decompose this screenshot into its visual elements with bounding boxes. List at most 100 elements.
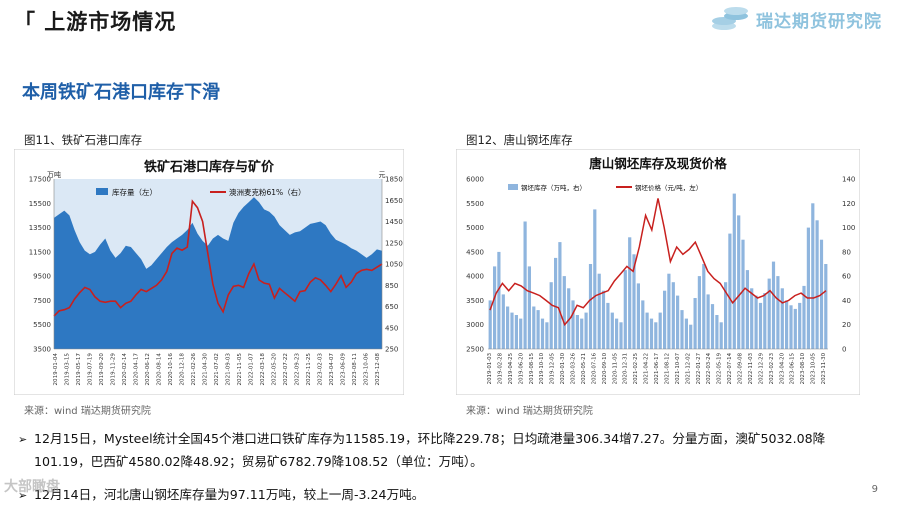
chart1-xtick: 2022-11-25 [306, 353, 312, 386]
chart2-inventory-bar [527, 266, 531, 349]
chart2-xtick: 2021-04-22 [644, 353, 650, 384]
chart1-xtick: 2020-08-14 [157, 353, 163, 386]
chart1-ytick-right: 1050 [385, 261, 403, 269]
bullet-2: ➢ 12月14日，河北唐山钢坯库存量为97.11万吨，较上一周-3.24万吨。 [18, 484, 424, 507]
chart2-inventory-bar [745, 270, 749, 349]
chart2-xtick: 2022-07-14 [727, 352, 733, 384]
chart2-ytick-left: 3500 [466, 297, 484, 305]
chart2-inventory-bar [493, 266, 497, 349]
chart2-xtick: 2020-07-16 [591, 352, 597, 384]
chart2-inventory-bar [606, 302, 610, 349]
chart1-xtick: 2020-02-14 [122, 353, 128, 386]
tangshan-billet-chart: 唐山钢坯库存及现货价格 6000 5500 5000 4500 4000 3500 3000 2… [456, 149, 860, 395]
chart2-inventory-bar [523, 221, 527, 349]
chart2-inventory-bar [789, 305, 793, 349]
chart2-inventory-bar [584, 312, 588, 349]
bullet-1: ➢ 12月15日，Mysteel统计全国45个港口进口铁矿库存为11585.19，… [18, 428, 825, 473]
chart1-xtick: 2020-12-18 [180, 353, 186, 386]
chart2-inventory-bar [645, 312, 649, 349]
chart1-ytick-right: 650 [385, 303, 398, 311]
fig2-source: 来源：wind 瑞达期货研究院 [466, 406, 593, 417]
fig1-caption: 图11、铁矿石港口库存 [24, 133, 143, 147]
chart2-inventory-bar [663, 290, 667, 349]
chart2-inventory-bar [575, 315, 579, 349]
chart2-inventory-bar [540, 318, 545, 349]
chart2-inventory-bar [510, 312, 514, 349]
chart2-inventory-bar [697, 276, 701, 349]
chart2-inventory-bar [593, 209, 597, 349]
chart1-xtick: 2019-09-20 [99, 353, 105, 386]
chart2-xtick: 2019-12-05 [550, 353, 556, 384]
chart1-xtick: 2019-01-04 [53, 353, 59, 386]
chart2-xtick: 2020-09-10 [602, 352, 608, 384]
chart2-ytick-left: 3000 [466, 321, 484, 329]
chart2-inventory-bar [623, 270, 627, 349]
chart1-legend-price: 澳洲麦克粉61%（右） [229, 187, 306, 197]
chart2-inventory-bar [636, 283, 640, 349]
chart2-xtick: 2020-01-30 [560, 352, 566, 384]
chart1-inventory-area [54, 197, 382, 349]
chart2-inventory-bar [519, 318, 523, 349]
chart1-xtick: 2020-10-16 [168, 353, 174, 386]
section-title: 「 上游市场情况 [14, 10, 177, 34]
chart1-ytick-left: 7500 [33, 297, 51, 305]
chart2-ytick-right: 0 [842, 346, 846, 354]
chart1-xtick: 2023-04-07 [329, 353, 335, 386]
chart2-inventory-bar [554, 257, 558, 349]
coins-icon [712, 7, 748, 30]
chart1-xtick: 2022-05-20 [272, 353, 278, 386]
chart2-inventory-bar [628, 237, 632, 349]
chart2-inventory-bar [619, 322, 623, 349]
chart2-xtick: 2021-08-12 [664, 353, 670, 384]
chart2-inventory-bar [615, 318, 619, 349]
chart2-inventory-bar [728, 233, 732, 349]
chart2-inventory-bar [741, 239, 745, 349]
chart2-xtick: 2021-10-07 [675, 353, 681, 384]
chart2-inventory-bar [754, 295, 758, 349]
chart2-inventory-bar [654, 322, 658, 349]
chart2-ytick-left: 6000 [466, 176, 484, 184]
chart1-xtick: 2019-07-19 [88, 353, 94, 386]
chart2-ytick-right: 40 [842, 297, 851, 305]
chart2-inventory-bar [693, 298, 697, 349]
bullet-1-line2: 101.19，巴西矿4580.02降48.92；贸易矿6782.79降108.5… [34, 454, 483, 469]
chart2-inventory-bar [649, 318, 654, 349]
brand-logo: 瑞达期货研究院 [710, 6, 882, 32]
chart2-xtick: 2022-11-03 [748, 353, 754, 384]
chart1-xtick: 2019-05-17 [76, 353, 82, 386]
chart1-xtick: 2023-08-11 [352, 353, 358, 386]
chart2-inventory-bar [641, 300, 645, 349]
chart2-inventory-bar [702, 264, 706, 349]
chart2-inventory-bar [532, 306, 536, 349]
chart2-xtick: 2021-12-02 [685, 353, 691, 384]
chart2-xtick: 2023-11-30 [821, 352, 827, 384]
chart2-xtick: 2019-01-03 [487, 353, 493, 384]
chart1-xtick: 2021-07-02 [214, 353, 220, 386]
chart1-legend-swatch-inventory [96, 188, 108, 195]
chart2-ytick-right: 80 [842, 248, 851, 256]
chart2-xtick: 2023-10-05 [811, 353, 817, 384]
chart1-ytick-right: 250 [385, 346, 398, 354]
chart2-ytick-left: 4000 [466, 273, 484, 281]
chart1-ytick-left: 17500 [29, 176, 51, 184]
chart2-title: 唐山钢坯库存及现货价格 [589, 156, 727, 171]
chart2-inventory-bar [824, 264, 828, 349]
chart2-inventory-bar [750, 288, 754, 349]
chart1-ytick-right: 450 [385, 324, 398, 332]
chart1-ytick-right: 1850 [385, 176, 403, 184]
page-number: 9 [871, 484, 878, 495]
chart2-price-line [489, 198, 827, 327]
chart2-xtick: 2021-06-17 [654, 353, 660, 384]
chart2-ytick-right: 100 [842, 224, 855, 232]
chart2-inventory-bar [671, 282, 675, 349]
chart1-xtick: 2022-01-07 [249, 353, 255, 386]
chart1-xtick: 2019-03-15 [65, 353, 71, 386]
chart2-inventory-bar [501, 294, 505, 349]
chart2-inventory-bar [776, 276, 780, 349]
chart2-inventory-bar [610, 312, 614, 349]
arrow-bullet-icon: ➢ [18, 433, 28, 446]
chart1-ytick-right: 1250 [385, 239, 403, 247]
page-subtitle: 本周铁矿石港口库存下滑 [22, 82, 220, 103]
chart1-ytick-left: 3500 [33, 346, 51, 354]
chart2-inventory-bar [785, 300, 789, 349]
